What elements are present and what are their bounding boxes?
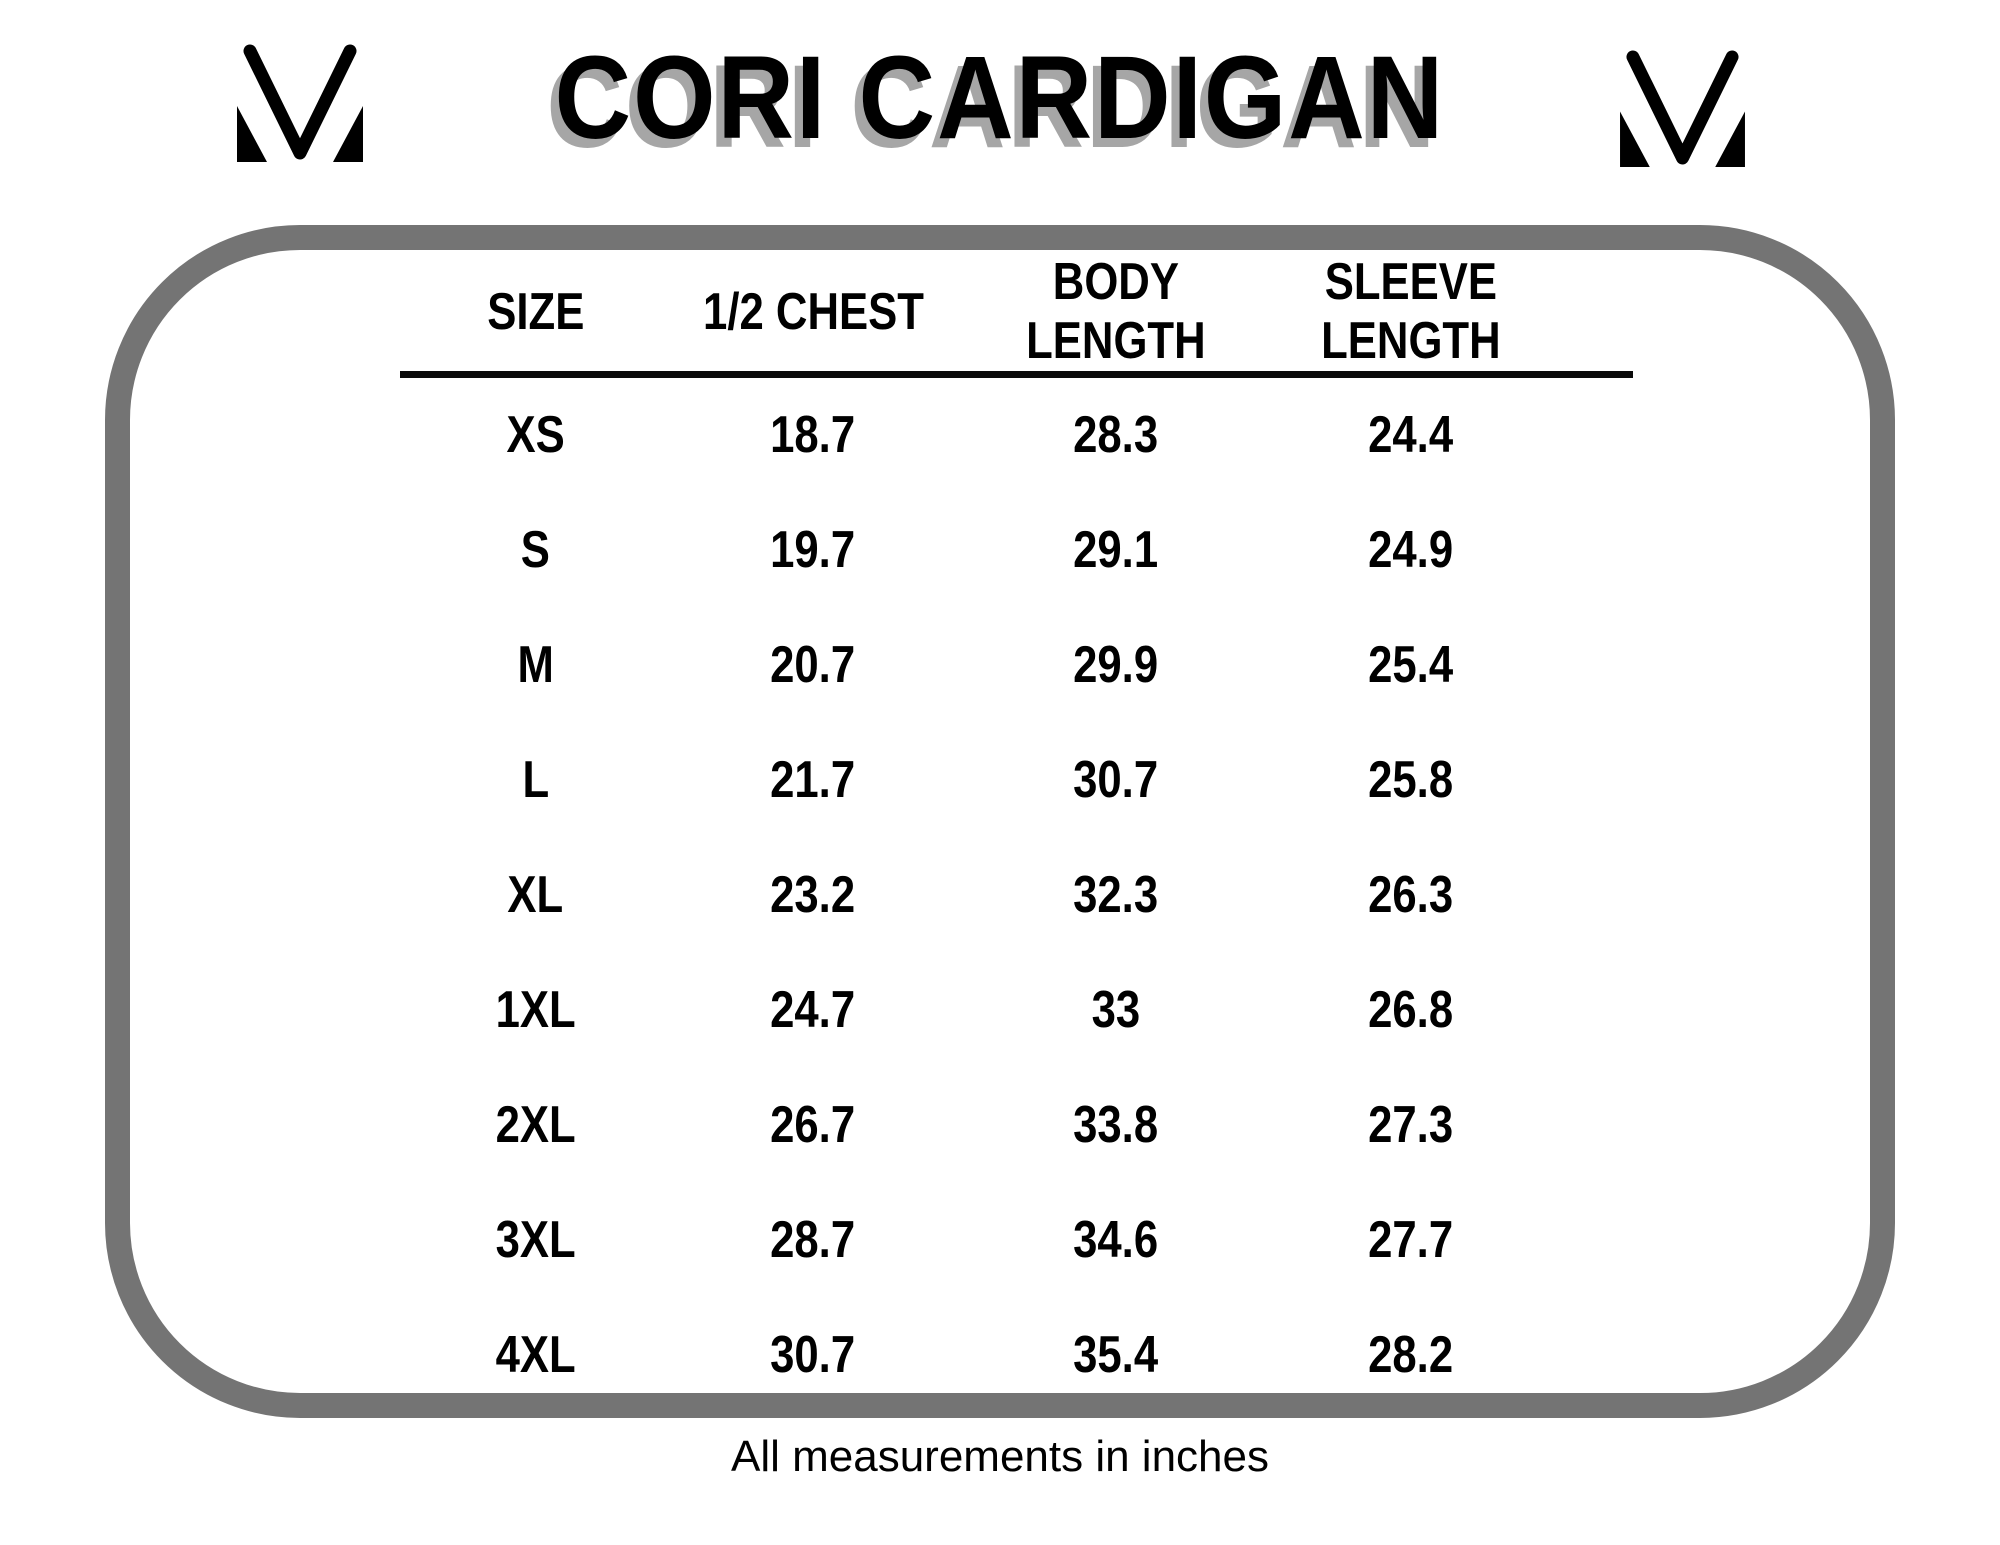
body-length-cell: 33 [1091, 981, 1140, 1040]
sleeve-length-cell: 27.7 [1368, 1211, 1454, 1270]
sleeve-length-cell: 24.4 [1368, 406, 1454, 465]
table-row: 4XL 30.7 35.4 28.2 [400, 1298, 1633, 1413]
column-header-body-length: BODY LENGTH [1025, 252, 1206, 370]
body-length-cell: 29.1 [1072, 521, 1159, 580]
body-length-cell: 30.7 [1072, 751, 1159, 810]
column-header-sleeve-length: SLEEVE LENGTH [1321, 252, 1501, 370]
measurements-note: All measurements in inches [0, 1432, 2000, 1482]
half-chest-cell: 30.7 [770, 1326, 856, 1385]
size-cell: M [517, 636, 554, 695]
table-row: XS 18.7 28.3 24.4 [400, 378, 1633, 493]
page-title: CORI CARDIGAN [0, 0, 2000, 195]
size-cell: 4XL [495, 1326, 576, 1385]
half-chest-cell: 20.7 [770, 636, 856, 695]
size-cell: XL [507, 866, 564, 925]
half-chest-cell: 21.7 [770, 751, 856, 810]
half-chest-cell: 28.7 [770, 1211, 856, 1270]
mv-monogram-icon [237, 44, 363, 162]
sleeve-length-cell: 24.9 [1368, 521, 1454, 580]
sleeve-length-cell: 25.4 [1368, 636, 1454, 695]
sleeve-length-cell: 26.8 [1368, 981, 1454, 1040]
sleeve-length-cell: 25.8 [1368, 751, 1454, 810]
table-row: L 21.7 30.7 25.8 [400, 723, 1633, 838]
mv-monogram-icon [1620, 50, 1745, 167]
table-row: 3XL 28.7 34.6 27.7 [400, 1183, 1633, 1298]
table-header-row: SIZE 1/2 CHEST BODY LENGTH SLEEVE LENGTH [400, 253, 1633, 371]
table-row: XL 23.2 32.3 26.3 [400, 838, 1633, 953]
size-cell: 1XL [495, 981, 576, 1040]
rounded-frame [105, 225, 1895, 1418]
body-length-cell: 29.9 [1072, 636, 1159, 695]
size-cell: L [522, 751, 549, 810]
column-header-half-chest: 1/2 CHEST [702, 282, 924, 341]
body-length-cell: 28.3 [1072, 406, 1159, 465]
body-length-cell: 35.4 [1072, 1326, 1159, 1385]
table-row: 1XL 24.7 33 26.8 [400, 953, 1633, 1068]
size-cell: 3XL [495, 1211, 576, 1270]
size-table: SIZE 1/2 CHEST BODY LENGTH SLEEVE LENGTH… [400, 253, 1633, 1413]
body-length-cell: 34.6 [1072, 1211, 1159, 1270]
header-divider [400, 371, 1633, 378]
half-chest-cell: 24.7 [770, 981, 856, 1040]
body-length-cell: 32.3 [1072, 866, 1159, 925]
sleeve-length-cell: 28.2 [1368, 1326, 1454, 1385]
half-chest-cell: 26.7 [770, 1096, 856, 1155]
column-header-size: SIZE [486, 282, 585, 341]
sleeve-length-cell: 27.3 [1368, 1096, 1454, 1155]
half-chest-cell: 23.2 [770, 866, 856, 925]
half-chest-cell: 19.7 [770, 521, 856, 580]
size-cell: 2XL [495, 1096, 576, 1155]
measurements-note-text: All measurements in inches [730, 1432, 1269, 1481]
masthead: CORI CARDIGAN [0, 0, 2000, 195]
body-length-cell: 33.8 [1072, 1096, 1159, 1155]
sleeve-length-cell: 26.3 [1368, 866, 1454, 925]
table-row: S 19.7 29.1 24.9 [400, 493, 1633, 608]
page-title-text: CORI CARDIGAN [554, 31, 1446, 164]
half-chest-cell: 18.7 [770, 406, 856, 465]
size-cell: S [520, 521, 551, 580]
table-row: M 20.7 29.9 25.4 [400, 608, 1633, 723]
table-row: 2XL 26.7 33.8 27.3 [400, 1068, 1633, 1183]
size-cell: XS [506, 406, 565, 465]
